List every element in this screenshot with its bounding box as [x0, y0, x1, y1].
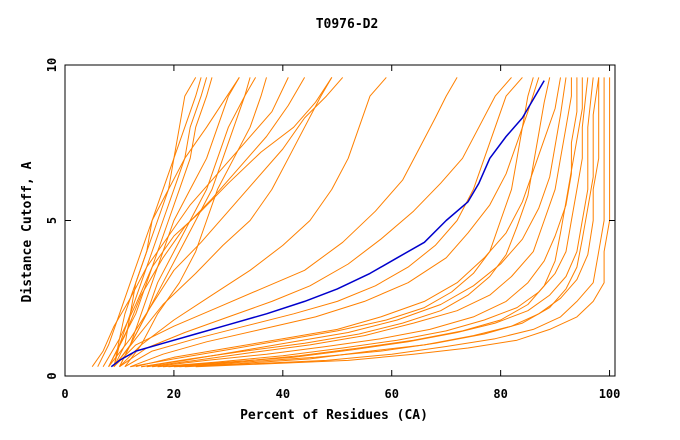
x-tick-label: 60 [385, 387, 399, 401]
model-curve-31 [91, 77, 289, 367]
ticks-layer: 0 20 40 60 80 100 0 5 10 [45, 58, 620, 401]
model-curve-12 [119, 77, 387, 368]
x-axis-label: Percent of Residues (CA) [240, 408, 428, 423]
x-tick-label: 80 [493, 387, 507, 401]
model-curve-32 [108, 77, 306, 367]
model-curve-19 [146, 77, 572, 368]
model-curve-8 [124, 77, 267, 367]
model-curve-5 [119, 77, 240, 367]
model-curve-2 [113, 77, 208, 367]
model-curve-7 [119, 77, 251, 367]
model-curve-23 [173, 77, 600, 368]
x-tick-label: 20 [167, 387, 181, 401]
model-curve-25 [195, 77, 611, 368]
model-curve-13 [113, 77, 458, 368]
model-curve-26 [130, 77, 534, 368]
model-curve-22 [162, 77, 594, 368]
model-curve-15 [124, 77, 523, 368]
model-curve-1 [113, 77, 202, 367]
chart-title: T0976-D2 [316, 17, 379, 32]
model-curve-18 [141, 77, 567, 368]
model-curve-28 [168, 77, 583, 368]
model-curve-24 [184, 77, 605, 368]
model-curve-14 [119, 77, 512, 368]
x-tick-label: 0 [61, 387, 68, 401]
y-tick-label: 5 [45, 217, 59, 224]
model-curve-20 [152, 77, 578, 368]
series-layer [91, 77, 611, 368]
model-curve-21 [157, 77, 589, 368]
y-tick-label: 0 [45, 372, 59, 379]
y-tick-label: 10 [45, 58, 59, 72]
model-curve-11 [113, 77, 333, 368]
y-axis-label: Distance Cutoff, A [20, 161, 35, 302]
model-curve-17 [135, 77, 561, 368]
x-tick-label: 100 [599, 387, 621, 401]
model-curve-10 [108, 77, 344, 368]
highlighted-model-curve [110, 80, 545, 368]
model-curve-30 [97, 77, 240, 367]
model-curve-16 [130, 77, 540, 368]
x-tick-label: 40 [276, 387, 290, 401]
model-curve-29 [179, 77, 600, 368]
model-curve-27 [141, 77, 551, 368]
model-curve-9 [102, 77, 333, 367]
model-curve-4 [113, 77, 213, 367]
